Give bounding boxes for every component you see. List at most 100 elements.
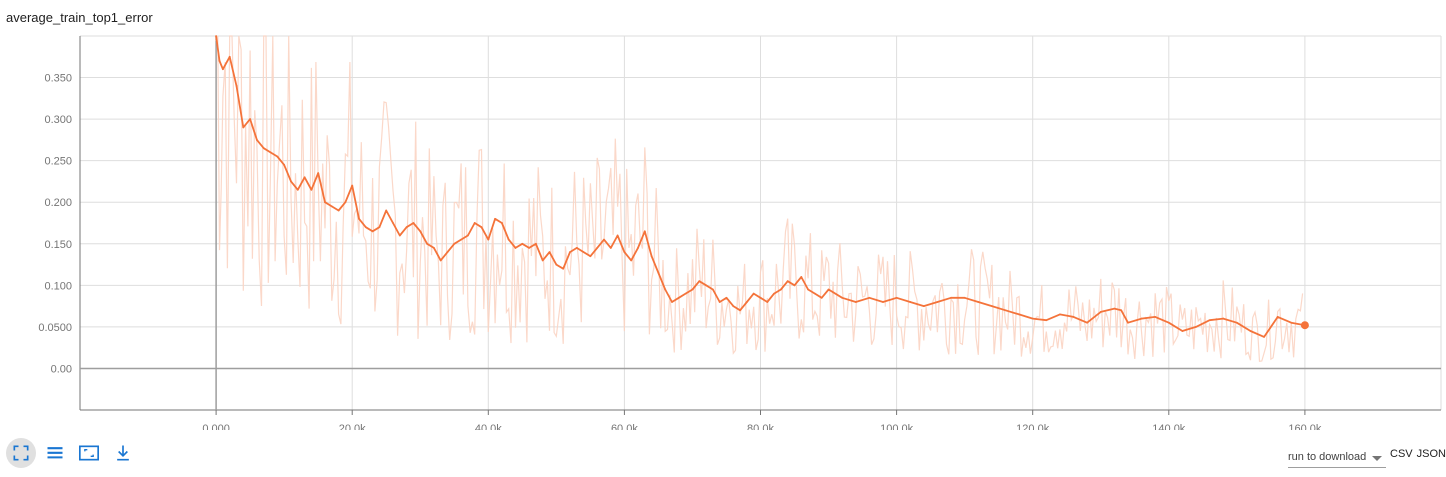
line-chart[interactable]: 0.00 0.0500 0.100 0.150 0.200 0.250 0.300 0.350… xyxy=(0,0,1446,430)
data-point xyxy=(548,251,551,253)
fit-domain-button[interactable] xyxy=(74,438,104,468)
data-point xyxy=(895,296,898,299)
data-point xyxy=(1249,330,1252,332)
data-point xyxy=(868,296,871,299)
data-point xyxy=(521,242,524,245)
data-point xyxy=(460,238,462,241)
y-tick-label: 0.00 xyxy=(51,363,72,375)
data-point xyxy=(351,184,354,187)
download-links: CSV JSON xyxy=(1390,446,1446,460)
data-point xyxy=(1018,313,1020,316)
data-point xyxy=(841,296,844,299)
data-point xyxy=(589,255,592,258)
data-point xyxy=(432,247,435,249)
data-point xyxy=(303,176,306,179)
data-point xyxy=(256,138,258,141)
run-select-label: run to download xyxy=(1288,451,1367,463)
data-point xyxy=(739,309,741,312)
data-point xyxy=(725,296,728,299)
toggle-log-button[interactable] xyxy=(40,438,70,468)
data-point xyxy=(473,222,476,224)
data-point xyxy=(466,234,469,237)
x-tick-label: 100.0k xyxy=(880,423,914,430)
data-point xyxy=(528,247,531,249)
data-point xyxy=(1120,309,1123,312)
data-point xyxy=(990,305,993,308)
y-tick-label: 0.250 xyxy=(44,156,72,168)
data-point xyxy=(364,226,367,229)
download-area: run to download CSV JSON xyxy=(1288,446,1446,468)
data-point xyxy=(296,188,299,191)
data-point xyxy=(786,280,789,283)
expand-icon xyxy=(13,445,29,461)
json-link[interactable]: JSON xyxy=(1416,448,1446,460)
data-point xyxy=(378,226,381,229)
run-to-download-select[interactable]: run to download xyxy=(1288,446,1386,468)
data-point xyxy=(603,238,605,241)
data-point xyxy=(371,230,374,233)
data-point xyxy=(290,180,292,183)
data-point xyxy=(330,205,333,208)
data-point xyxy=(344,201,347,204)
list-icon xyxy=(47,447,63,459)
y-tick-label: 0.150 xyxy=(44,239,72,251)
raw-series xyxy=(215,35,1304,362)
expand-button[interactable] xyxy=(6,438,36,468)
y-tick-label: 0.200 xyxy=(44,197,72,209)
data-point xyxy=(1276,316,1279,318)
x-tick-label: 140.0k xyxy=(1152,423,1186,430)
data-point xyxy=(317,172,320,175)
last-point-marker xyxy=(1300,321,1309,330)
x-tick-label: 60.0k xyxy=(611,423,638,430)
data-point xyxy=(535,242,537,245)
data-point xyxy=(922,305,925,308)
data-point xyxy=(623,251,626,253)
data-point xyxy=(569,251,571,253)
data-point xyxy=(854,301,857,303)
data-point xyxy=(541,259,544,262)
data-point xyxy=(882,301,884,303)
data-point xyxy=(555,263,558,266)
download-button[interactable] xyxy=(108,438,138,468)
csv-link[interactable]: CSV xyxy=(1390,448,1413,460)
data-point xyxy=(1004,309,1007,312)
x-tick-label: 80.0k xyxy=(747,423,774,430)
data-point xyxy=(963,296,966,299)
data-point xyxy=(977,301,980,303)
data-point xyxy=(1086,321,1089,324)
data-point xyxy=(215,35,218,37)
data-point xyxy=(242,126,245,129)
x-tick-label: 20.0k xyxy=(339,423,366,430)
data-point xyxy=(1031,317,1034,320)
data-point xyxy=(398,234,401,237)
data-point xyxy=(419,230,422,233)
data-point xyxy=(705,284,707,287)
data-point xyxy=(745,301,748,303)
data-point xyxy=(637,247,639,249)
data-point xyxy=(494,217,497,220)
chevron-down-icon xyxy=(1372,456,1382,461)
data-point xyxy=(909,301,912,303)
data-point xyxy=(827,288,830,291)
data-point xyxy=(337,209,340,212)
chart-title: average_train_top1_error xyxy=(6,10,153,25)
data-point xyxy=(1140,317,1143,320)
data-point xyxy=(807,288,810,291)
data-point xyxy=(1099,311,1102,313)
data-point xyxy=(657,271,660,274)
data-point xyxy=(276,155,279,158)
data-point xyxy=(596,247,599,249)
data-point xyxy=(507,238,510,241)
data-point xyxy=(1045,319,1048,322)
data-point xyxy=(650,255,653,258)
data-point xyxy=(426,242,428,245)
data-point xyxy=(664,288,667,291)
data-point xyxy=(269,151,272,154)
data-point xyxy=(487,238,490,241)
data-point xyxy=(222,68,224,71)
data-point xyxy=(766,301,769,303)
data-point xyxy=(501,222,503,224)
data-point xyxy=(218,60,221,62)
data-point xyxy=(412,222,415,224)
y-tick-label: 0.300 xyxy=(44,114,72,126)
